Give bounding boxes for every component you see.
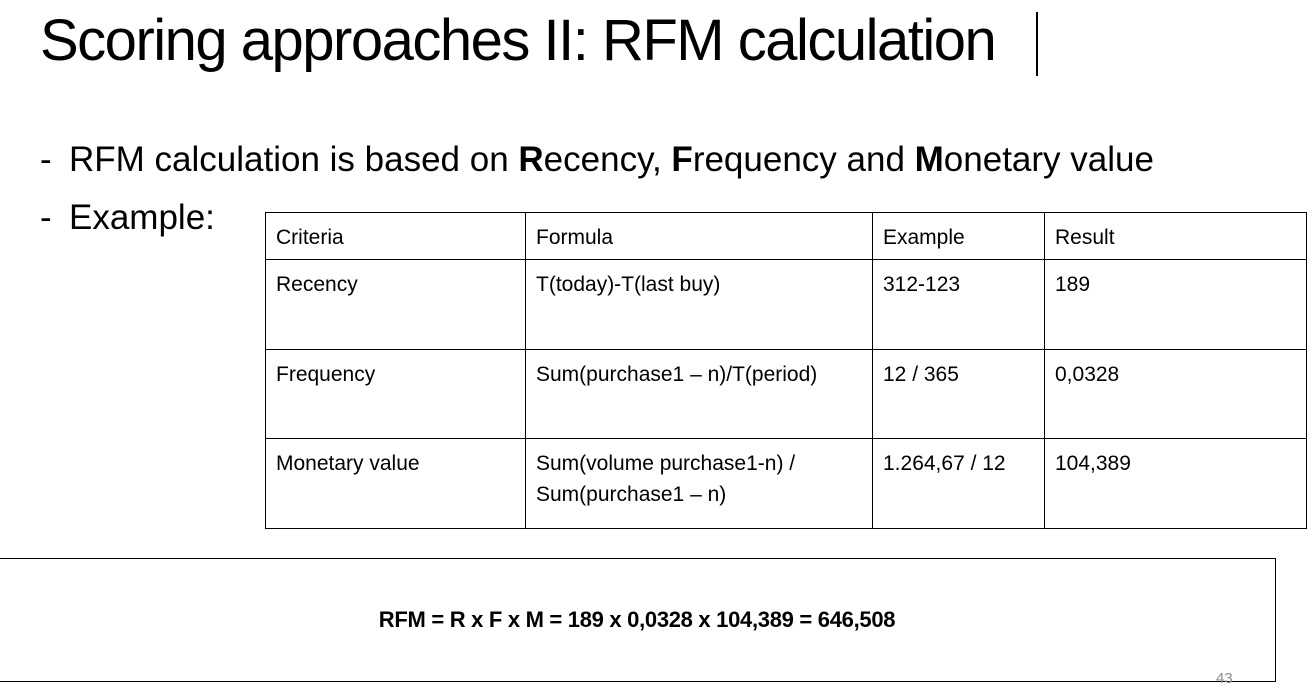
cell-result: 104,389 xyxy=(1044,438,1307,529)
bullet-text: ecency, xyxy=(543,140,672,179)
table-row-monetary: Monetary value Sum(volume purchase1-n) /… xyxy=(265,438,1307,529)
table-row-recency: Recency T(today)-T(last buy) 312-123 189 xyxy=(265,259,1307,350)
table-header-row: Criteria Formula Example Result xyxy=(265,212,1307,260)
cell-criteria: Recency xyxy=(265,259,526,350)
bullet-text: requency and xyxy=(692,140,915,179)
page-number: 43 xyxy=(1216,670,1233,687)
bullet-text: onetary value xyxy=(943,140,1154,179)
table-row-frequency: Frequency Sum(purchase1 – n)/T(period) 1… xyxy=(265,349,1307,439)
bullet-bold-r: R xyxy=(518,140,544,179)
cell-criteria: Monetary value xyxy=(265,438,526,529)
cell-result: 189 xyxy=(1044,259,1307,350)
cell-criteria: Frequency xyxy=(265,349,526,439)
header-formula: Formula xyxy=(525,212,873,260)
cell-formula: Sum(purchase1 – n)/T(period) xyxy=(525,349,873,439)
header-criteria: Criteria xyxy=(265,212,526,260)
formula-box: RFM = R x F x M = 189 x 0,0328 x 104,389… xyxy=(0,558,1276,682)
cell-result: 0,0328 xyxy=(1044,349,1307,439)
slide-title: Scoring approaches II: RFM calculation xyxy=(40,8,997,73)
bullet-text: RFM calculation is based on xyxy=(69,140,519,179)
cell-example: 312-123 xyxy=(872,259,1045,350)
header-result: Result xyxy=(1044,212,1307,260)
bullet-example: - Example: xyxy=(40,196,215,240)
cell-formula: Sum(volume purchase1-n) / Sum(purchase1 … xyxy=(525,438,873,529)
bullet-text: Example: xyxy=(69,198,215,237)
text-cursor xyxy=(1036,12,1038,76)
bullet-rfm-description: - RFM calculation is based on Recency, Fr… xyxy=(40,138,1154,182)
bullet-bold-f: F xyxy=(671,140,693,179)
cell-formula: T(today)-T(last buy) xyxy=(525,259,873,350)
header-example: Example xyxy=(872,212,1045,260)
cell-example: 1.264,67 / 12 xyxy=(872,438,1045,529)
rfm-table: Criteria Formula Example Result Recency … xyxy=(265,212,1307,529)
bullet-dash: - xyxy=(40,140,52,179)
rfm-formula: RFM = R x F x M = 189 x 0,0328 x 104,389… xyxy=(378,607,896,632)
bullet-bold-m: M xyxy=(914,140,944,179)
cell-example: 12 / 365 xyxy=(872,349,1045,439)
bullet-dash: - xyxy=(40,198,52,237)
